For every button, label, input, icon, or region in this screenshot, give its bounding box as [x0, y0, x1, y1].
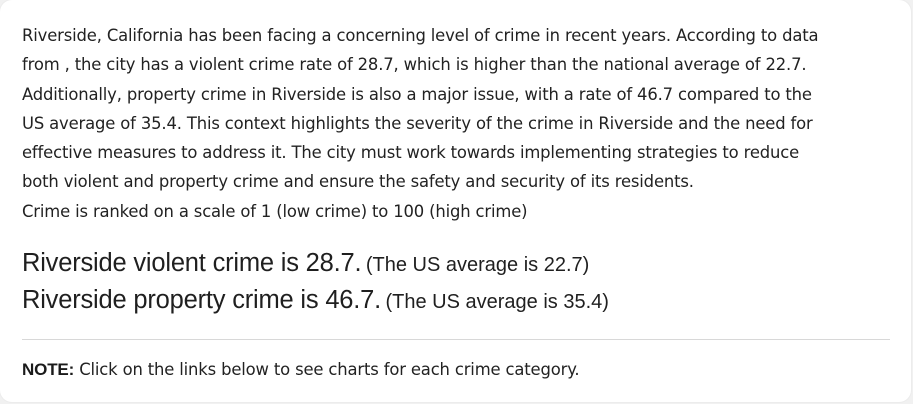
intro-line: Riverside, California has been facing a … — [22, 26, 819, 45]
property-crime-us-average: (The US average is 35.4) — [385, 291, 609, 314]
intro-line: from , the city has a violent crime rate… — [22, 55, 807, 75]
intro-line: Additionally, property crime in Riversid… — [22, 84, 812, 104]
intro-line: US average of 35.4. This context highlig… — [22, 113, 813, 133]
property-crime-value: Riverside property crime is 46.7. — [22, 286, 382, 315]
crime-scale-note: Crime is ranked on a scale of 1 (low cri… — [22, 201, 528, 221]
intro-line: both violent and property crime and ensu… — [22, 172, 694, 192]
property-crime-headline: Riverside property crime is 46.7. (The U… — [22, 286, 889, 315]
note: NOTE: Click on the links below to see ch… — [22, 360, 889, 380]
intro-line: effective measures to address it. The ci… — [22, 143, 800, 163]
divider — [22, 339, 890, 341]
violent-crime-us-average: (The US average is 22.7) — [365, 254, 590, 277]
violent-crime-value: Riverside violent crime is 28.7. — [22, 249, 362, 278]
note-label: NOTE: — [22, 360, 75, 380]
intro-paragraph: Riverside, California has been facing a … — [22, 21, 889, 226]
note-text: Click on the links below to see charts f… — [79, 360, 580, 380]
violent-crime-headline: Riverside violent crime is 28.7. (The US… — [22, 249, 889, 278]
